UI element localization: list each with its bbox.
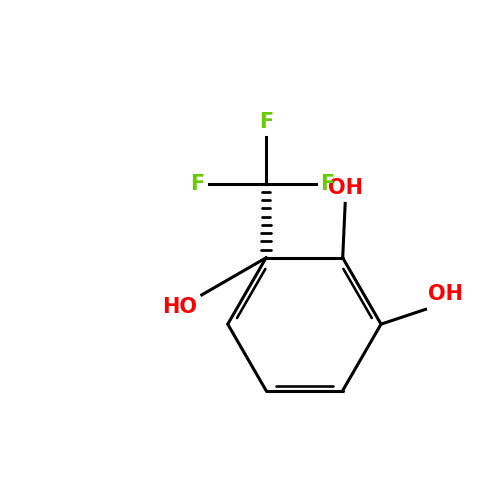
Text: OH: OH [328, 178, 362, 199]
Text: F: F [190, 174, 204, 194]
Text: F: F [259, 112, 273, 132]
Text: HO: HO [162, 298, 197, 318]
Text: OH: OH [428, 284, 463, 304]
Text: F: F [320, 174, 334, 194]
